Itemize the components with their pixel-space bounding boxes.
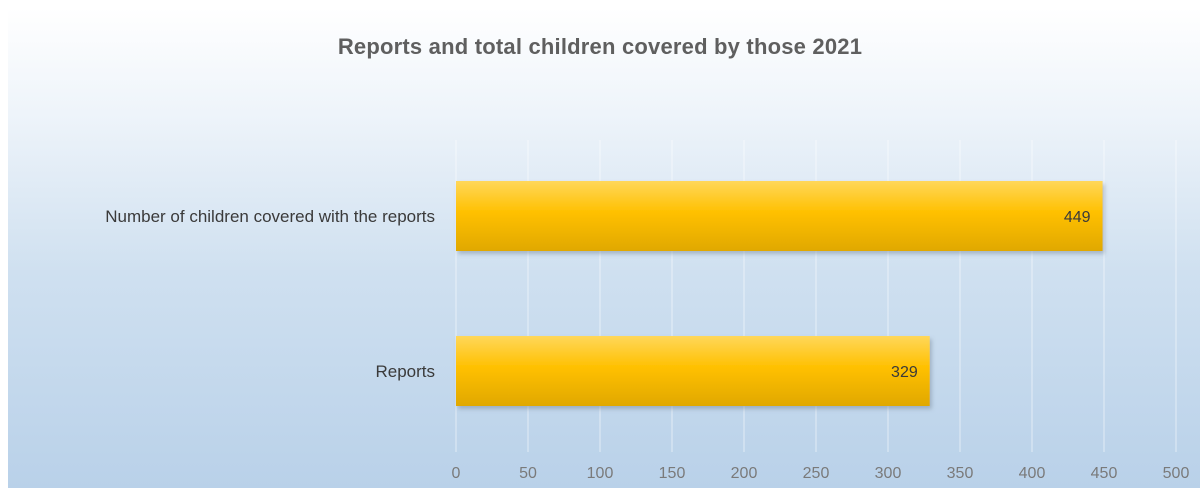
x-tick-label-400: 400 [1019, 465, 1046, 482]
category-label-1: Reports [375, 362, 435, 381]
x-tick-label-150: 150 [659, 465, 686, 482]
x-tick-label-250: 250 [803, 465, 830, 482]
data-label-0: 449 [1064, 209, 1091, 226]
x-tick-label-300: 300 [875, 465, 902, 482]
category-label-0: Number of children covered with the repo… [105, 207, 435, 226]
x-tick-label-50: 50 [519, 465, 537, 482]
labels: 0 50 100 150 200 250 300 350 400 450 500 Number of … [105, 207, 1189, 482]
bar-1 [456, 336, 930, 406]
x-tick-label-200: 200 [731, 465, 758, 482]
data-label-1: 329 [891, 364, 918, 381]
bars [456, 181, 1103, 406]
bar-0 [456, 181, 1103, 251]
x-tick-label-100: 100 [587, 465, 614, 482]
x-tick-label-500: 500 [1163, 465, 1190, 482]
x-tick-label-0: 0 [452, 465, 461, 482]
x-tick-label-450: 450 [1091, 465, 1118, 482]
chart-title: Reports and total children covered by th… [337, 34, 863, 59]
x-tick-label-350: 350 [947, 465, 974, 482]
